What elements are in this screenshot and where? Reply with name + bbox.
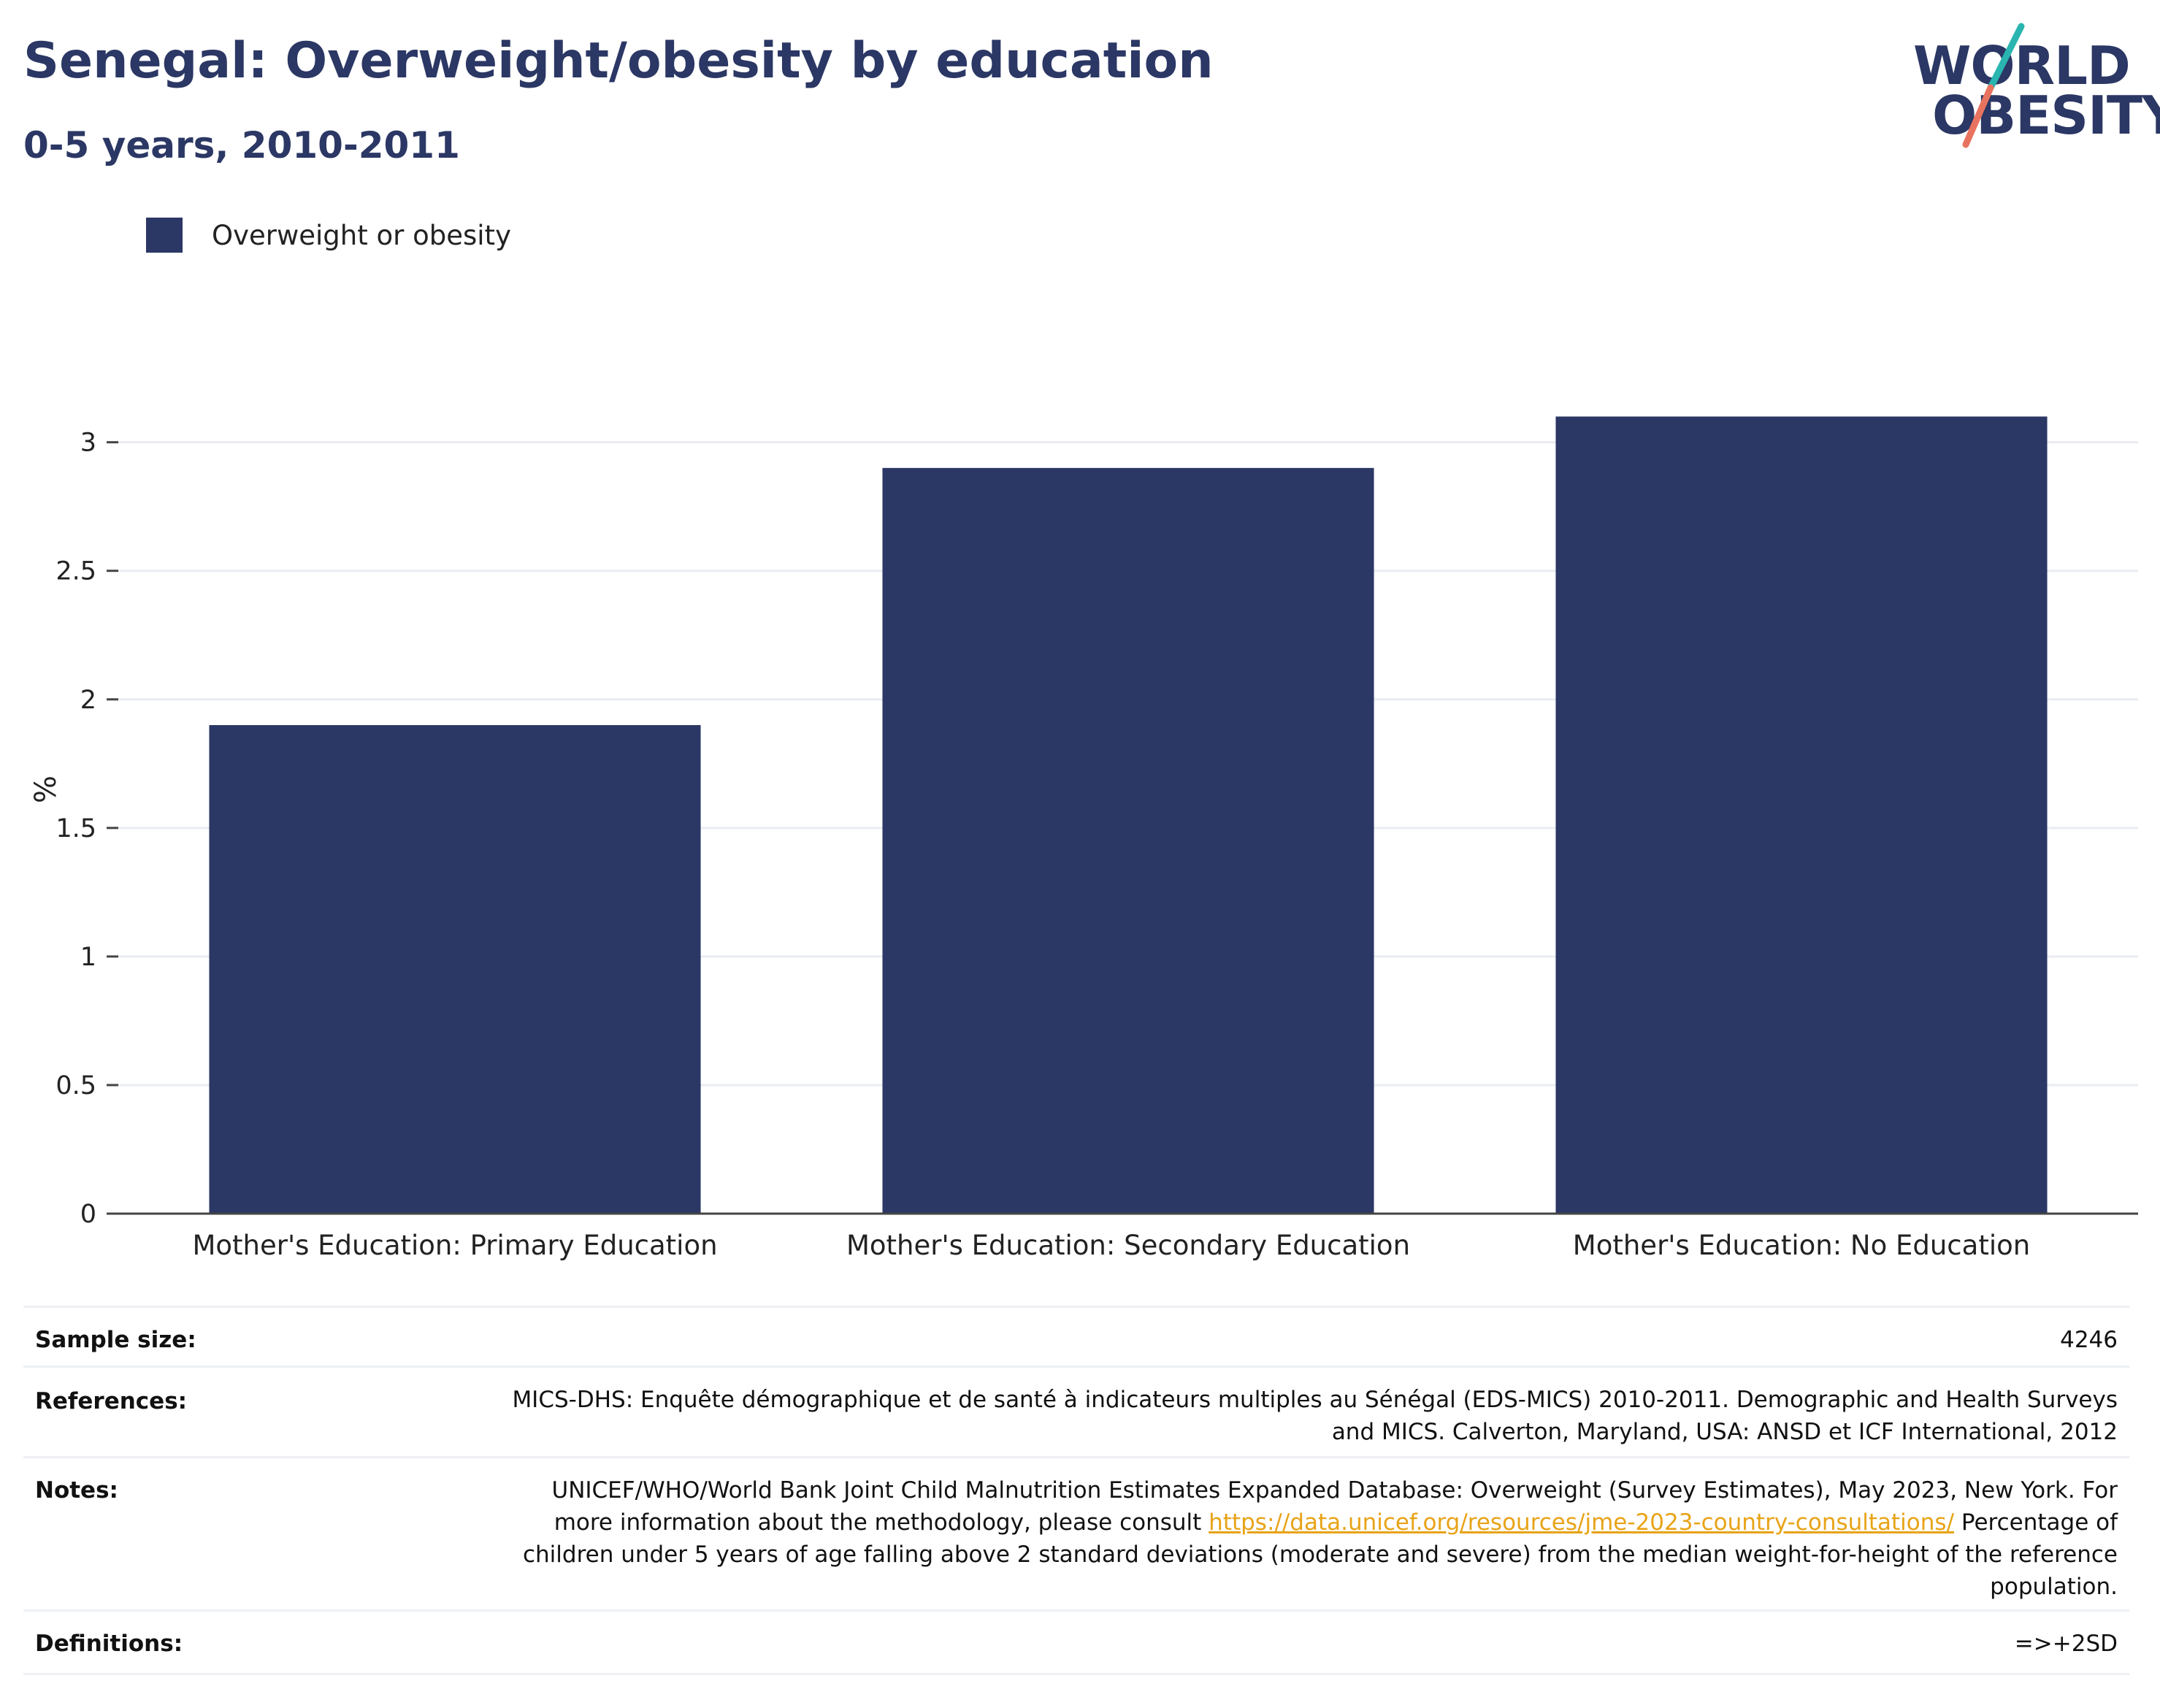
bar bbox=[1555, 416, 2048, 1214]
logo-slash-icon bbox=[1962, 23, 2025, 148]
chart-subtitle: 0-5 years, 2010-2011 bbox=[23, 124, 460, 166]
definitions-row: Definitions: =>+2SD bbox=[23, 1609, 2129, 1675]
x-tick-label: Mother's Education: No Education bbox=[1573, 1230, 2030, 1261]
y-axis-label: % bbox=[29, 776, 63, 803]
bar bbox=[882, 467, 1374, 1214]
chart-title: Senegal: Overweight/obesity by education bbox=[23, 32, 1214, 90]
y-tick-label: 2.5 bbox=[55, 557, 96, 586]
notes-text-before-link: UNICEF/WHO/World Bank Joint Child Malnut… bbox=[551, 1477, 2118, 1536]
notes-row: Notes: UNICEF/WHO/World Bank Joint Child… bbox=[23, 1456, 2129, 1612]
notes-text-after-link: Percentage of children under 5 years of … bbox=[522, 1509, 2118, 1600]
x-tick-label: Mother's Education: Secondary Education bbox=[846, 1230, 1410, 1261]
y-tick-label: 3 bbox=[80, 429, 96, 458]
bar-chart: 0 0.5 1 1.5 2 2.5 3 Mother's Education: Primary… bbox=[29, 416, 2138, 1261]
sample-size-label: Sample size: bbox=[35, 1327, 196, 1353]
references-row: References: MICS-DHS: Enquête démographi… bbox=[23, 1366, 2129, 1458]
sample-size-value: 4246 bbox=[2060, 1327, 2118, 1353]
notes-label: Notes: bbox=[35, 1477, 118, 1504]
legend-label: Overweight or obesity bbox=[212, 219, 511, 251]
sample-size-row: Sample size: 4246 bbox=[23, 1306, 2129, 1368]
logo-line-1: WORLD bbox=[1913, 35, 2131, 96]
legend-swatch bbox=[146, 218, 183, 253]
bars bbox=[209, 416, 2048, 1214]
world-obesity-logo: WORLD OBESITY bbox=[1899, 22, 2160, 153]
references-value: MICS-DHS: Enquête démographique et de sa… bbox=[512, 1387, 2118, 1445]
axes: 0 0.5 1 1.5 2 2.5 3 Mother's Education: Primary… bbox=[29, 429, 2138, 1261]
notes-value: UNICEF/WHO/World Bank Joint Child Malnut… bbox=[511, 1474, 2118, 1603]
definitions-label: Definitions: bbox=[35, 1631, 183, 1657]
y-tick-label: 1 bbox=[80, 943, 96, 972]
definitions-value: =>+2SD bbox=[2014, 1631, 2118, 1657]
y-tick-label: 1.5 bbox=[55, 814, 96, 843]
y-tick-label: 0 bbox=[80, 1200, 96, 1229]
x-tick-label: Mother's Education: Primary Education bbox=[192, 1230, 717, 1261]
bar bbox=[209, 724, 701, 1214]
chart-legend: Overweight or obesity bbox=[146, 218, 511, 253]
references-label: References: bbox=[35, 1388, 188, 1414]
y-tick-label: 0.5 bbox=[55, 1071, 96, 1100]
notes-methodology-link[interactable]: https://data.unicef.org/resources/jme-20… bbox=[1209, 1509, 1955, 1536]
y-tick-label: 2 bbox=[80, 686, 96, 715]
